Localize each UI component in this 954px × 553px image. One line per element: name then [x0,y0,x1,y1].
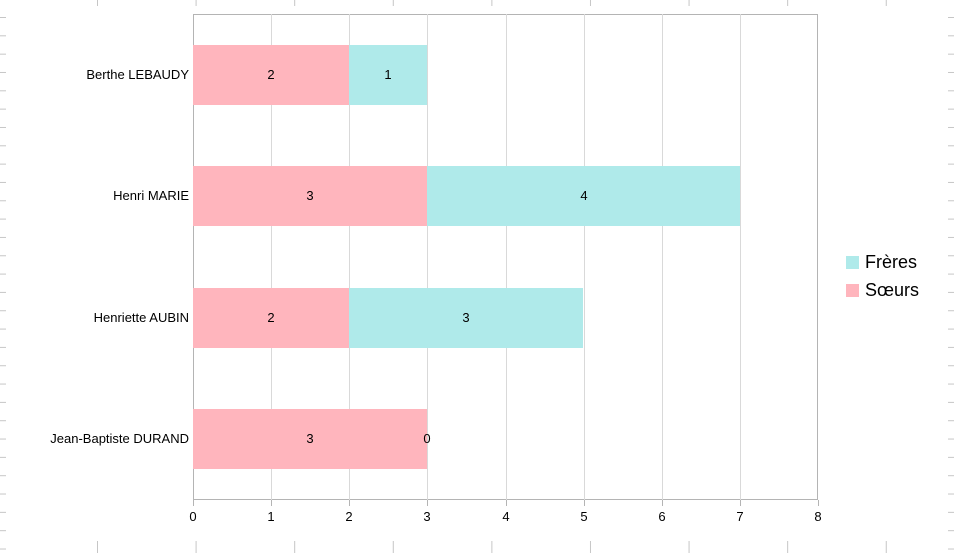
category-label: Jean-Baptiste DURAND [50,431,189,446]
x-axis-tick [584,500,585,506]
legend-entry[interactable]: Frères [846,248,919,276]
bar-segment-soeurs[interactable] [193,45,349,105]
bar-data-label: 3 [306,188,314,203]
chart-legend[interactable]: Frères Sœurs [846,248,919,304]
x-axis-tick [271,500,272,506]
x-gridline [662,14,663,500]
x-axis-tick-label: 1 [267,509,275,524]
x-axis-tick-label: 6 [658,509,666,524]
bar-data-label: 4 [580,188,588,203]
plot-wall [193,14,818,500]
x-axis-tick-label: 3 [423,509,431,524]
sheet-gridline-sliver-bottom [0,541,954,553]
x-axis-tick [740,500,741,506]
x-axis-tick [193,500,194,506]
category-label: Berthe LEBAUDY [86,67,189,82]
x-gridline [349,14,350,500]
bar-data-label: 2 [267,310,275,325]
bar-segment-soeurs[interactable] [193,409,427,469]
bar-segment-freres[interactable] [349,45,427,105]
legend-label: Frères [865,252,918,272]
bar-segment-freres[interactable] [427,166,740,226]
x-gridline [584,14,585,500]
bar-data-label: 2 [267,67,275,82]
x-axis-tick-label: 0 [189,509,197,524]
x-gridline [427,14,428,500]
bar-data-label: 0 [423,431,431,446]
bar-data-label: 3 [306,431,314,446]
x-gridline [506,14,507,500]
legend-label: Sœurs [865,280,919,300]
legend-entry[interactable]: Sœurs [846,276,919,304]
x-axis-tick [818,500,819,506]
x-axis-tick [506,500,507,506]
x-gridline [271,14,272,500]
category-label: Henriette AUBIN [93,310,189,325]
legend-color-swatch [846,283,859,297]
x-axis-tick [662,500,663,506]
bar-data-label: 1 [384,67,392,82]
x-gridline [740,14,741,500]
category-label: Henri MARIE [113,188,189,203]
sheet-gridline-sliver-right [948,0,954,553]
x-axis-tick-label: 2 [345,509,353,524]
bar-segment-soeurs[interactable] [193,288,349,348]
x-axis-tick [427,500,428,506]
legend-color-swatch [846,255,859,269]
bar-segment-freres[interactable] [349,288,583,348]
bar-segment-soeurs[interactable] [193,166,427,226]
chart-area[interactable]: 0 1 2 3 4 5 6 7 8 Berthe LEBAUDY 2 1 Henri MARIE 3 4 He… [6,6,948,541]
bar-data-label: 3 [462,310,470,325]
x-axis-tick-label: 7 [736,509,744,524]
x-axis-tick-label: 5 [580,509,588,524]
x-axis-tick-label: 4 [502,509,510,524]
x-axis-tick [349,500,350,506]
x-axis-tick-label: 8 [814,509,822,524]
